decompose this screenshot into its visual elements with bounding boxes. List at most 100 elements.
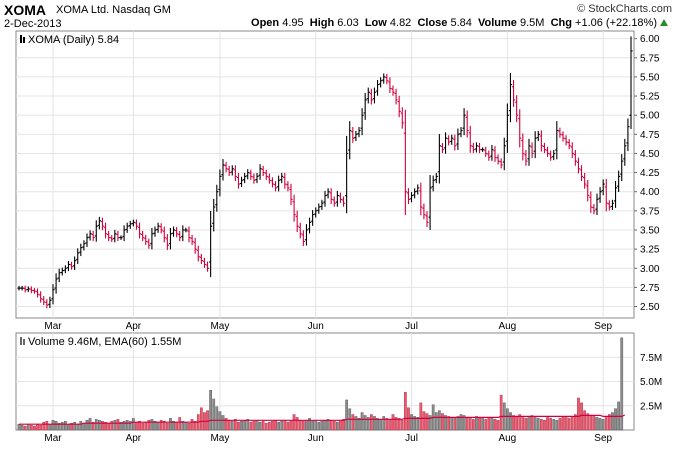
volume-bar <box>209 390 213 431</box>
volume-bar <box>159 420 163 431</box>
volume-bar <box>305 420 308 431</box>
volume-bar <box>543 420 546 431</box>
x-tick-label: Jul <box>405 321 418 332</box>
ohlc-bar <box>555 121 559 160</box>
volume-bar <box>119 422 123 431</box>
ohlc-bar <box>598 187 602 203</box>
volume-bar <box>453 418 457 431</box>
ohlc-bar <box>490 144 494 161</box>
ohlc-bar <box>63 265 67 274</box>
ohlc-bar <box>620 154 624 182</box>
volume-bar <box>379 419 383 431</box>
volume-tick-label: 7.5M <box>640 353 662 364</box>
volume-bar <box>277 422 281 431</box>
ohlc-bar <box>561 131 565 142</box>
ohlc-bar <box>202 257 207 268</box>
volume-bar <box>499 394 503 431</box>
volume-bar <box>184 422 188 431</box>
volume-bar <box>595 417 599 431</box>
volume-bar <box>419 402 423 431</box>
volume-bar <box>60 422 64 431</box>
ohlc-bar <box>307 217 312 234</box>
ohlc-bar <box>76 248 80 265</box>
exchange-name: Nasdaq GM <box>112 4 171 16</box>
volume-bar <box>274 420 277 431</box>
price-tick-label: 3.75 <box>640 206 660 217</box>
ohlc-bar <box>589 191 593 213</box>
volume-bar <box>230 421 234 431</box>
ohlc-bar <box>255 172 259 184</box>
ohlc-bar <box>422 203 426 220</box>
ohlc-bar <box>335 190 339 207</box>
volume-x-tick-label: Aug <box>498 433 516 444</box>
ohlc-bar <box>524 149 528 166</box>
volume-bar <box>131 418 135 431</box>
chart-header: XOMA XOMA Ltd. Nasdaq GM 2-Dec-2013 © St… <box>0 0 680 30</box>
ohlc-bar <box>103 222 108 239</box>
volume-bar <box>233 419 237 431</box>
ohlc-bar <box>623 138 627 166</box>
volume-bar <box>376 418 379 431</box>
x-tick-label: Mar <box>44 321 62 332</box>
volume-bar <box>267 422 271 431</box>
volume-bar <box>240 421 243 431</box>
volume-bar <box>135 422 138 431</box>
volume-bar <box>314 420 318 431</box>
quote-date: 2-Dec-2013 <box>4 18 62 30</box>
ohlc-bar <box>73 256 77 270</box>
volume-bar <box>63 421 67 431</box>
volume-tick-label: 2.5M <box>640 401 662 412</box>
volume-bar <box>33 425 36 431</box>
volume-bar <box>280 421 284 431</box>
volume-bar <box>261 421 265 431</box>
price-tick-label: 4.25 <box>640 168 660 179</box>
volume-bar <box>533 417 537 431</box>
legend-ohlc-icon <box>20 35 22 43</box>
volume-bar <box>403 391 407 431</box>
ohlc-bar <box>533 131 537 159</box>
ohlc-bar <box>539 130 543 152</box>
ohlc-bar <box>545 146 550 157</box>
volume-bar <box>360 412 364 431</box>
volume-bar <box>468 418 472 431</box>
volume-bar <box>573 414 577 431</box>
ohlc-bar <box>243 172 247 184</box>
volume-bar <box>512 415 515 431</box>
ohlc-bar <box>595 193 599 215</box>
volume-bar <box>524 418 528 431</box>
ohlc-bar <box>119 235 123 240</box>
volume-bar <box>51 420 55 431</box>
ohlc-bar <box>187 226 191 243</box>
volume-bar <box>138 421 141 431</box>
ohlc-bar <box>295 210 299 232</box>
volume-bar <box>323 420 327 431</box>
volume-bar <box>326 419 330 431</box>
ohlc-bar <box>450 134 454 145</box>
volume-bar <box>441 413 444 431</box>
ohlc-bar <box>613 180 618 208</box>
volume-bar <box>39 424 43 431</box>
ohlc-bar <box>113 229 117 243</box>
volume-bar <box>354 416 358 431</box>
ohlc-bar <box>409 192 414 203</box>
ohlc-bar <box>193 237 197 254</box>
ohlc-bar <box>116 230 120 242</box>
ohlc-bar <box>437 134 441 184</box>
volume-bar <box>283 420 287 431</box>
volume-bar <box>271 421 274 431</box>
close-label: Close <box>417 17 448 29</box>
ohlc-bar <box>583 172 587 189</box>
volume-bar <box>450 417 454 431</box>
volume-bar <box>107 423 111 431</box>
volume-bar <box>332 421 336 431</box>
ohlc-bar <box>601 179 605 196</box>
volume-bar <box>45 421 49 431</box>
volume-bar <box>29 424 33 431</box>
ohlc-bar <box>125 222 129 233</box>
low-label: Low <box>364 17 387 29</box>
volume-bar <box>141 423 145 431</box>
volume-bar <box>345 399 349 431</box>
x-tick-label: Jun <box>308 321 324 332</box>
volume-bar <box>558 418 562 431</box>
ohlc-bar <box>416 184 420 195</box>
